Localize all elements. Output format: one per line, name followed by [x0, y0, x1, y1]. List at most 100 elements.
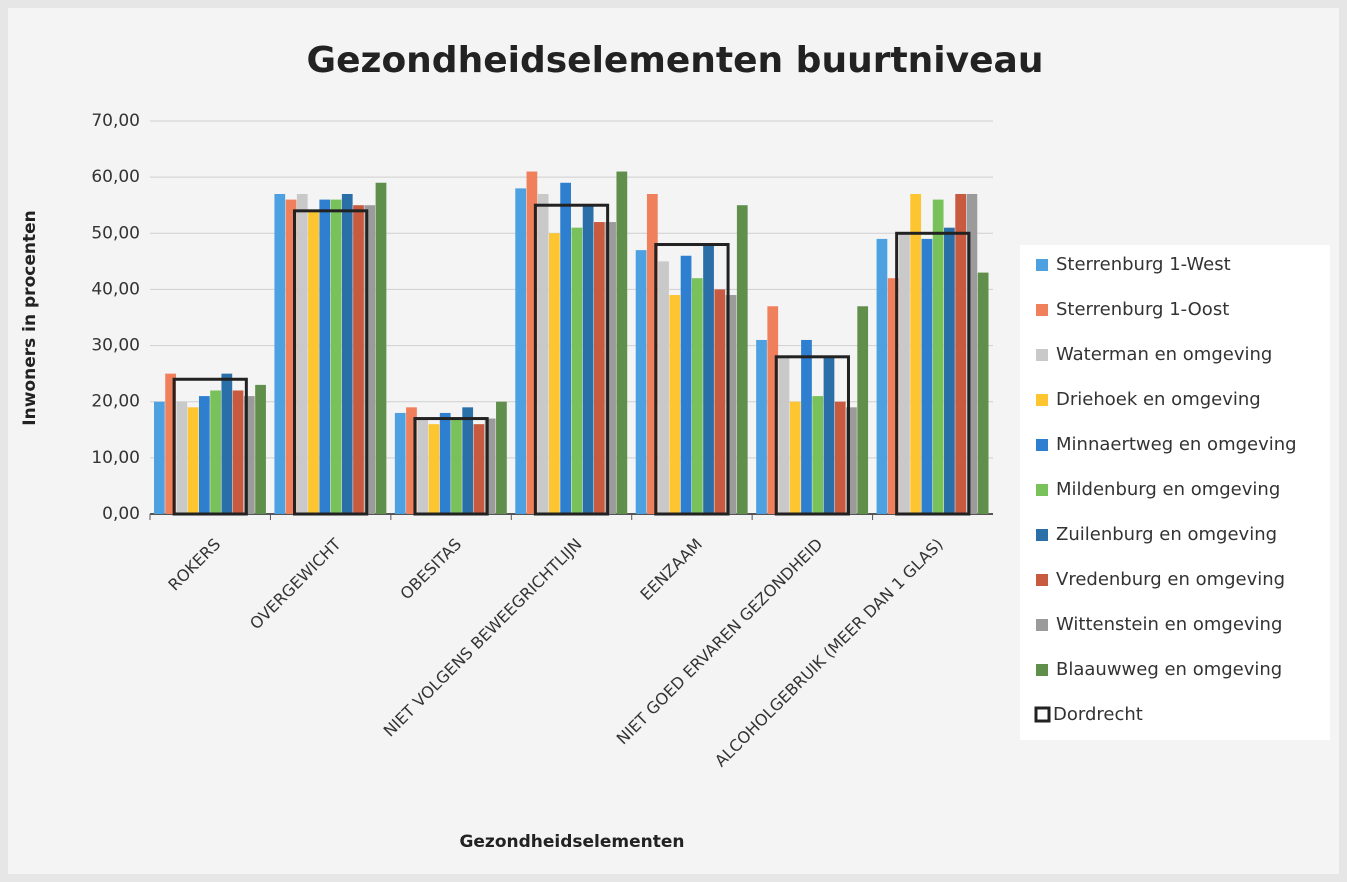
- reference-box: [172, 377, 248, 516]
- reference-box: [895, 231, 971, 516]
- bar: [801, 339, 812, 514]
- legend-label: Dordrecht: [1053, 704, 1143, 725]
- bar: [428, 424, 440, 514]
- reference-box: [533, 203, 610, 516]
- bar: [417, 418, 429, 514]
- bar: [319, 199, 331, 514]
- legend-label: Sterrenburg 1-West: [1056, 254, 1231, 275]
- bar: [221, 373, 233, 514]
- bar: [364, 205, 376, 514]
- legend-swatch: [1036, 304, 1048, 316]
- bar: [966, 193, 978, 514]
- bar: [767, 306, 779, 514]
- bar: [725, 295, 737, 514]
- bar: [887, 278, 899, 514]
- bar: [330, 199, 342, 514]
- bar: [955, 193, 967, 514]
- legend-label: Waterman en omgeving: [1056, 344, 1272, 365]
- legend-label: Driehoek en omgeving: [1056, 389, 1261, 410]
- bar: [406, 407, 417, 514]
- reference-box: [654, 243, 730, 516]
- y-tick-label: 60,00: [91, 167, 140, 187]
- bar: [789, 401, 801, 514]
- y-tick-label: 10,00: [91, 448, 140, 468]
- bar: [255, 384, 266, 514]
- bar: [341, 193, 353, 514]
- x-axis-label: Gezondheidselementen: [459, 832, 684, 852]
- legend-label: Vredenburg en omgeving: [1056, 569, 1285, 590]
- legend-label: Sterrenburg 1-Oost: [1056, 299, 1229, 320]
- legend-swatch: [1036, 394, 1048, 406]
- bar: [605, 222, 616, 515]
- legend-box: [1020, 245, 1330, 740]
- reference-box: [413, 417, 489, 516]
- bar: [616, 171, 628, 514]
- bar: [394, 412, 406, 514]
- bar: [646, 193, 658, 514]
- y-tick-label: 70,00: [91, 111, 140, 131]
- bar: [658, 261, 669, 514]
- legend-swatch: [1034, 706, 1051, 723]
- legend-swatch: [1036, 259, 1048, 271]
- y-tick-label: 40,00: [91, 279, 140, 299]
- bar: [462, 407, 474, 514]
- legend-label: Mildenburg en omgeving: [1056, 479, 1280, 500]
- bar: [778, 356, 790, 514]
- bar: [846, 407, 857, 514]
- bar: [515, 188, 527, 514]
- legend-swatch: [1036, 619, 1048, 631]
- bar: [308, 210, 319, 515]
- bar: [473, 424, 485, 514]
- bar: [549, 233, 560, 515]
- bar: [756, 339, 767, 514]
- bar: [243, 396, 255, 514]
- y-tick-label: 20,00: [91, 392, 140, 412]
- bar: [571, 227, 583, 514]
- y-tick-label: 0,00: [102, 504, 140, 524]
- bar: [353, 205, 364, 514]
- bar: [921, 238, 933, 514]
- bar: [537, 193, 549, 514]
- bar: [932, 199, 944, 514]
- bar: [977, 272, 989, 514]
- bar: [910, 193, 922, 514]
- bar: [582, 205, 594, 514]
- bar: [560, 182, 571, 514]
- bar: [899, 233, 910, 515]
- chart-title: Gezondheidselementen buurtniveau: [307, 40, 1044, 81]
- bar: [496, 401, 507, 514]
- legend-swatch: [1036, 574, 1048, 586]
- bar: [439, 412, 451, 514]
- bar: [232, 390, 244, 514]
- legend-swatch: [1036, 484, 1048, 496]
- bar: [154, 401, 165, 514]
- legend-swatch: [1036, 349, 1048, 361]
- bar: [944, 227, 955, 514]
- legend-label: Zuilenburg en omgeving: [1056, 524, 1277, 545]
- bar: [876, 238, 888, 514]
- bar: [375, 182, 387, 514]
- legend-label: Blaauwweg en omgeving: [1056, 659, 1282, 680]
- legend-label: Minnaertweg en omgeving: [1056, 434, 1297, 455]
- bar: [714, 289, 726, 514]
- bar: [812, 396, 824, 514]
- bar: [296, 193, 308, 514]
- reference-box: [293, 209, 369, 516]
- bar: [210, 390, 221, 514]
- bar: [691, 278, 703, 514]
- legend-swatch: [1036, 529, 1048, 541]
- bar: [857, 306, 869, 514]
- bar: [285, 199, 297, 514]
- bar: [484, 418, 496, 514]
- bar: [526, 171, 538, 514]
- bar: [703, 244, 714, 514]
- bar: [451, 418, 462, 514]
- bar: [187, 407, 199, 514]
- legend-swatch: [1036, 664, 1048, 676]
- bar: [198, 396, 210, 514]
- bar: [736, 205, 748, 514]
- bar: [823, 356, 835, 514]
- bar: [176, 401, 188, 514]
- reference-box: [774, 355, 850, 516]
